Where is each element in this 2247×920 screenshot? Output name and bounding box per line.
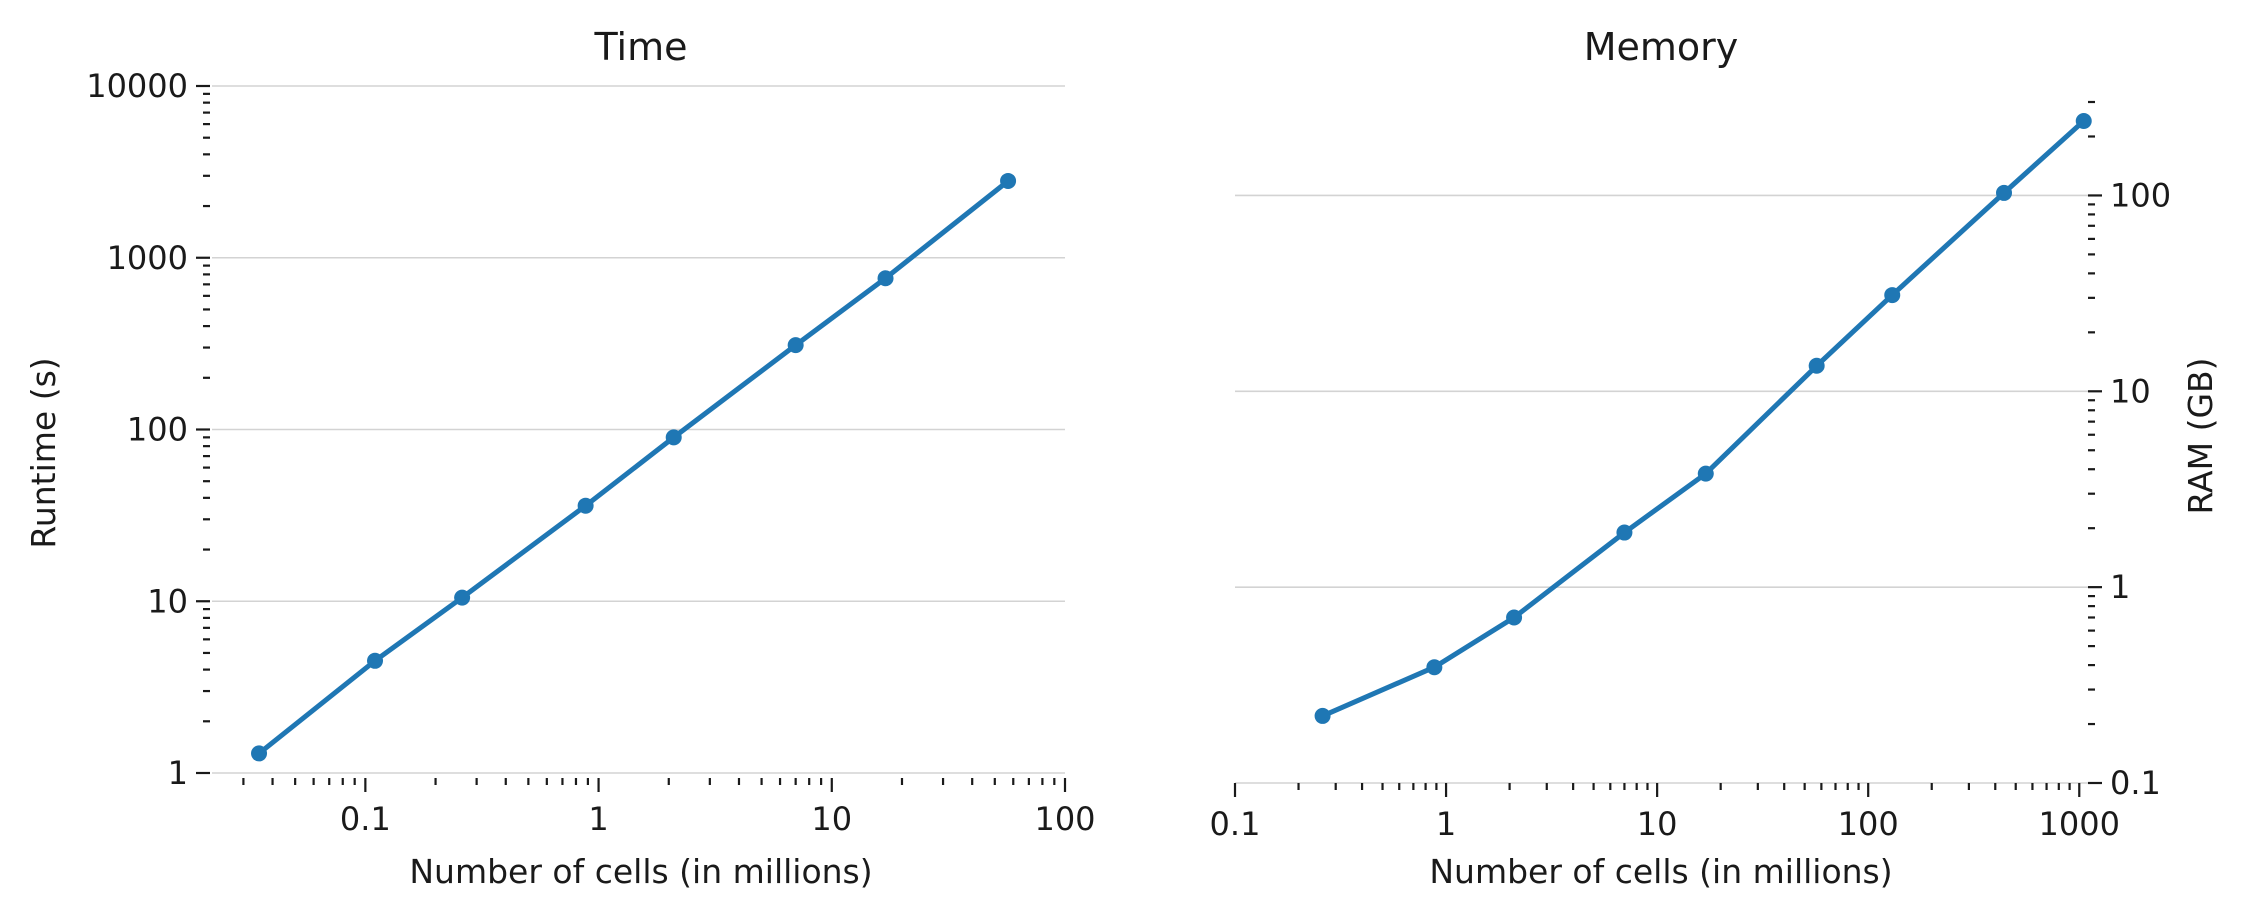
memory-x-tick-label: 10 bbox=[1637, 805, 1678, 843]
time-y-axis-label: Runtime (s) bbox=[24, 357, 63, 548]
time-y-tick-label: 100 bbox=[127, 411, 188, 449]
memory-data-point bbox=[1996, 184, 2013, 201]
time-series-line bbox=[256, 178, 1011, 756]
time-data-point bbox=[454, 589, 471, 606]
time-y-tick-label: 10000 bbox=[86, 67, 188, 105]
memory-y-axis-label: RAM (GB) bbox=[2181, 357, 2220, 514]
memory-data-point bbox=[2075, 112, 2092, 129]
memory-y-tick-label: 10 bbox=[2110, 372, 2151, 410]
memory-data-point bbox=[1314, 707, 1331, 724]
memory-data-point bbox=[1808, 357, 1825, 374]
time-data-point bbox=[251, 745, 268, 762]
time-x-tick-label: 0.1 bbox=[340, 800, 391, 838]
memory-x-tick-label: 1000 bbox=[2039, 805, 2120, 843]
time-y-tick-label: 1000 bbox=[107, 239, 188, 277]
memory-data-point bbox=[1884, 287, 1901, 304]
time-data-point bbox=[1000, 172, 1017, 189]
time-data-point bbox=[787, 337, 804, 354]
memory-data-point bbox=[1616, 524, 1633, 541]
memory-x-tick-label: 1 bbox=[1436, 805, 1456, 843]
time-x-tick-label: 100 bbox=[1034, 800, 1095, 838]
time-x-tick-label: 10 bbox=[811, 800, 852, 838]
memory-x-tick-label: 0.1 bbox=[1210, 805, 1261, 843]
memory-y-tick-label: 100 bbox=[2110, 176, 2171, 214]
time-chart-title: Time bbox=[594, 25, 688, 69]
time-data-point bbox=[577, 497, 594, 514]
memory-data-point bbox=[1506, 609, 1523, 626]
time-data-point bbox=[665, 429, 682, 446]
memory-x-axis-label: Number of cells (in millions) bbox=[1429, 852, 1892, 891]
memory-data-point bbox=[1697, 465, 1714, 482]
time-y-tick-label: 10 bbox=[147, 582, 188, 620]
time-chart: 1 10 100 1000 10000 0.1 1 10 100 Time Number of… bbox=[24, 25, 1096, 891]
time-y-tick-label: 1 bbox=[168, 754, 188, 792]
memory-series-line bbox=[1320, 118, 2087, 719]
memory-chart: 0.1 1 10 100 0.1 1 10 100 1000 Memory Number of… bbox=[1210, 25, 2220, 891]
memory-chart-title: Memory bbox=[1584, 25, 1739, 69]
memory-y-tick-label: 0.1 bbox=[2110, 764, 2161, 802]
time-x-tick-label: 1 bbox=[588, 800, 608, 838]
time-data-point bbox=[367, 652, 384, 669]
memory-data-point bbox=[1426, 659, 1443, 676]
time-x-axis-label: Number of cells (in millions) bbox=[409, 852, 872, 891]
memory-x-tick-label: 100 bbox=[1838, 805, 1899, 843]
memory-y-tick-label: 1 bbox=[2110, 568, 2130, 606]
time-data-point bbox=[877, 270, 894, 287]
